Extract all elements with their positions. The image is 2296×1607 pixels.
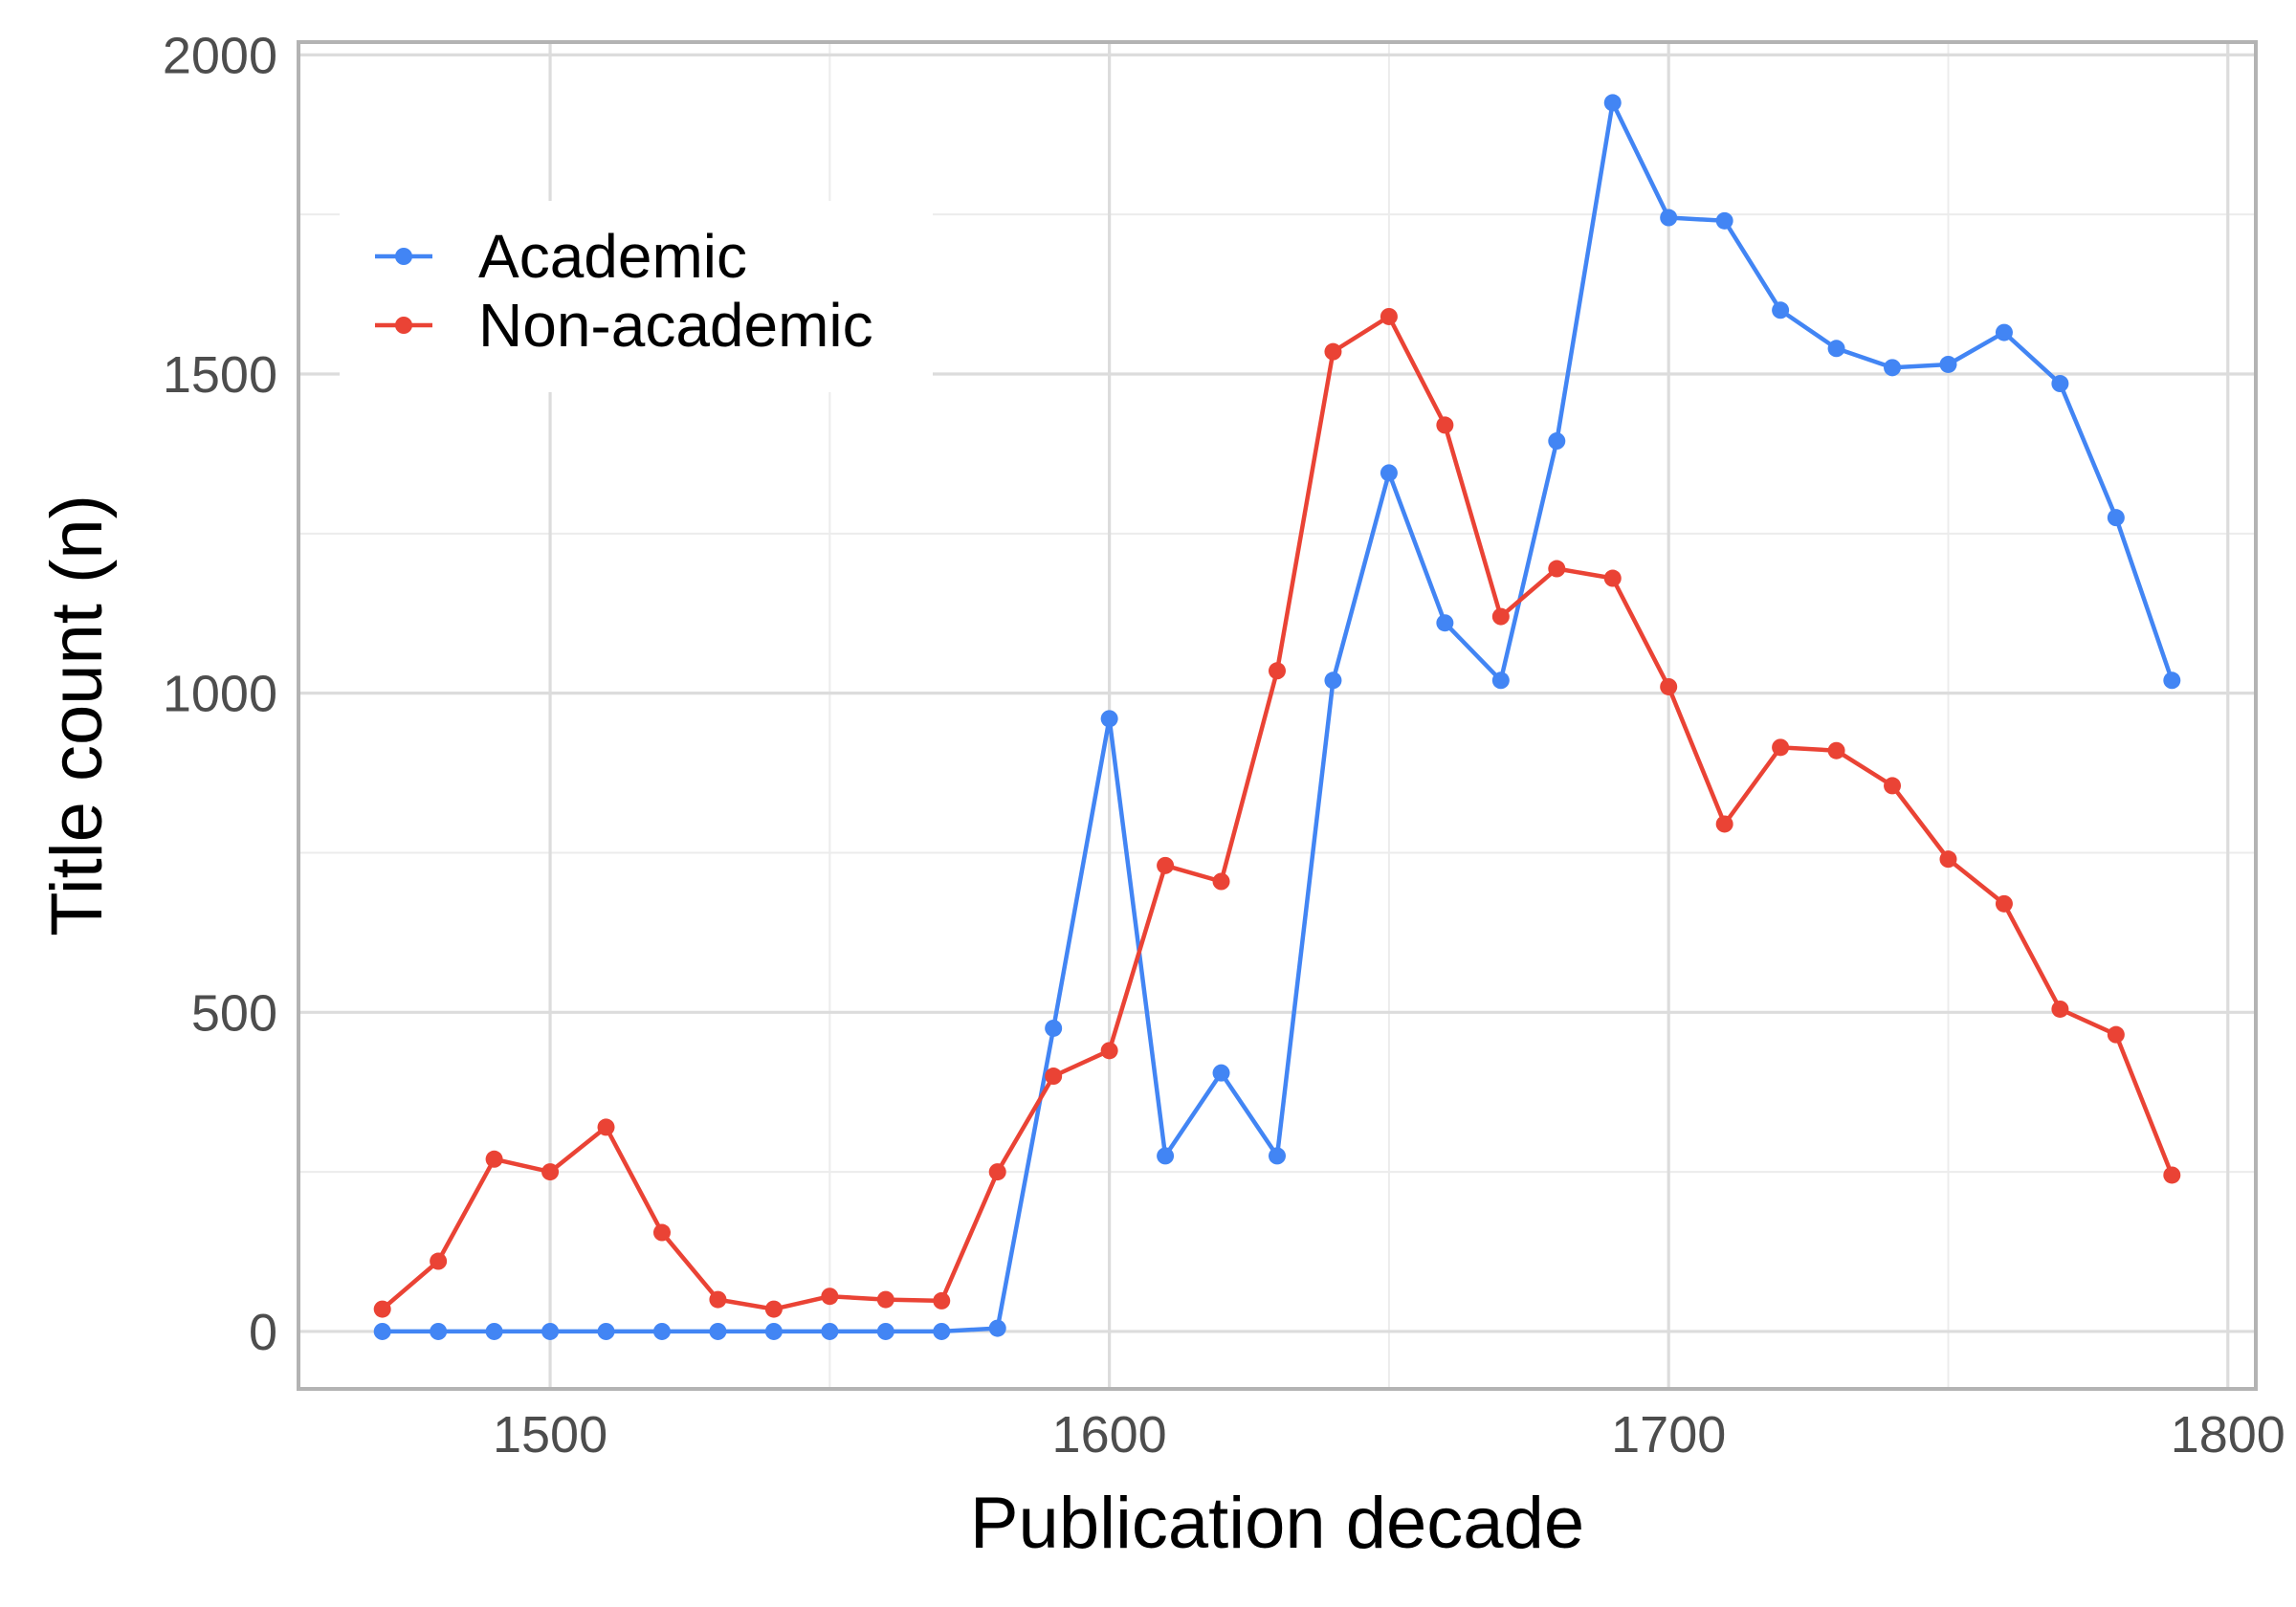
data-point — [597, 1322, 615, 1340]
data-point — [988, 1163, 1006, 1181]
data-point — [1995, 323, 2013, 341]
data-point — [1436, 416, 1454, 434]
data-point — [1491, 671, 1510, 690]
legend-label: Academic — [478, 222, 747, 291]
data-point — [1715, 211, 1733, 230]
data-point — [373, 1300, 391, 1318]
series-0 — [373, 94, 2181, 1340]
x-tick-label: 1700 — [1611, 1406, 1726, 1464]
data-point — [1772, 301, 1790, 319]
data-point — [1827, 741, 1845, 759]
data-point — [764, 1322, 783, 1340]
data-point — [1491, 607, 1510, 626]
data-point — [1045, 1068, 1063, 1086]
data-point — [2051, 1000, 2069, 1018]
data-point — [373, 1322, 391, 1340]
series-1 — [373, 307, 2181, 1318]
data-point — [1100, 710, 1118, 728]
data-point — [541, 1322, 560, 1340]
data-point — [876, 1322, 894, 1340]
y-tick-label: 0 — [249, 1304, 277, 1361]
data-point — [709, 1322, 727, 1340]
legend-label: Non-academic — [478, 291, 873, 360]
data-point — [1884, 777, 1902, 795]
panel-border — [297, 40, 2258, 1391]
y-tick-label: 2000 — [163, 27, 277, 84]
y-axis-title: Title count (n) — [36, 495, 118, 936]
data-point — [597, 1118, 615, 1136]
data-point — [2163, 671, 2181, 690]
data-point — [485, 1322, 503, 1340]
data-point — [1995, 894, 2013, 913]
data-point — [764, 1300, 783, 1318]
data-point — [1660, 209, 1678, 227]
y-tick-label: 500 — [191, 984, 277, 1042]
x-tick-label: 1600 — [1052, 1406, 1167, 1464]
data-point — [1939, 850, 1957, 869]
data-point — [1380, 307, 1398, 325]
legend-marker — [395, 248, 412, 265]
data-point — [485, 1150, 503, 1168]
data-point — [1603, 569, 1622, 587]
data-point — [709, 1290, 727, 1309]
data-point — [2051, 375, 2069, 393]
data-point — [1157, 1147, 1175, 1165]
data-point — [430, 1252, 448, 1270]
data-point — [1884, 359, 1902, 377]
data-point — [1045, 1019, 1063, 1037]
data-point — [1603, 94, 1622, 112]
data-point — [821, 1322, 839, 1340]
y-axis-ticks: 0 500 1000 1500 2000 — [163, 27, 277, 1361]
data-point — [876, 1290, 894, 1309]
data-point — [1212, 1064, 1230, 1082]
data-point — [933, 1322, 951, 1340]
x-tick-label: 1800 — [2171, 1406, 2285, 1464]
data-point — [1548, 560, 1566, 578]
y-tick-label: 1500 — [163, 346, 277, 404]
data-point — [1212, 872, 1230, 891]
data-point — [652, 1322, 671, 1340]
legend-background — [340, 201, 933, 392]
data-point — [1157, 856, 1175, 874]
legend-item: Non-academic — [375, 291, 873, 360]
data-point — [652, 1223, 671, 1242]
data-point — [1939, 355, 1957, 373]
x-axis-ticks: 1500 1600 1700 1800 — [493, 1406, 2285, 1464]
data-point — [2107, 509, 2125, 527]
data-point — [1324, 671, 1342, 690]
data-point — [1380, 464, 1398, 482]
data-point — [1324, 342, 1342, 361]
data-point — [541, 1163, 560, 1181]
data-point — [1772, 738, 1790, 757]
data-point — [2163, 1166, 2181, 1184]
x-axis-title: Publication decade — [970, 1483, 1584, 1564]
data-point — [2107, 1025, 2125, 1044]
data-point — [1715, 815, 1733, 833]
data-point — [1827, 340, 1845, 358]
data-point — [933, 1291, 951, 1310]
data-point — [1269, 1147, 1286, 1165]
x-tick-label: 1500 — [493, 1406, 607, 1464]
data-point — [1660, 677, 1678, 695]
data-point — [821, 1288, 839, 1306]
data-point — [988, 1319, 1006, 1337]
data-point — [1269, 662, 1286, 680]
series-layer — [373, 94, 2181, 1340]
legend-marker — [395, 317, 412, 334]
data-point — [430, 1322, 448, 1340]
data-point — [1548, 432, 1566, 451]
legend-item: Academic — [375, 222, 747, 291]
y-tick-label: 1000 — [163, 666, 277, 723]
data-point — [1436, 614, 1454, 632]
data-point — [1100, 1042, 1118, 1060]
